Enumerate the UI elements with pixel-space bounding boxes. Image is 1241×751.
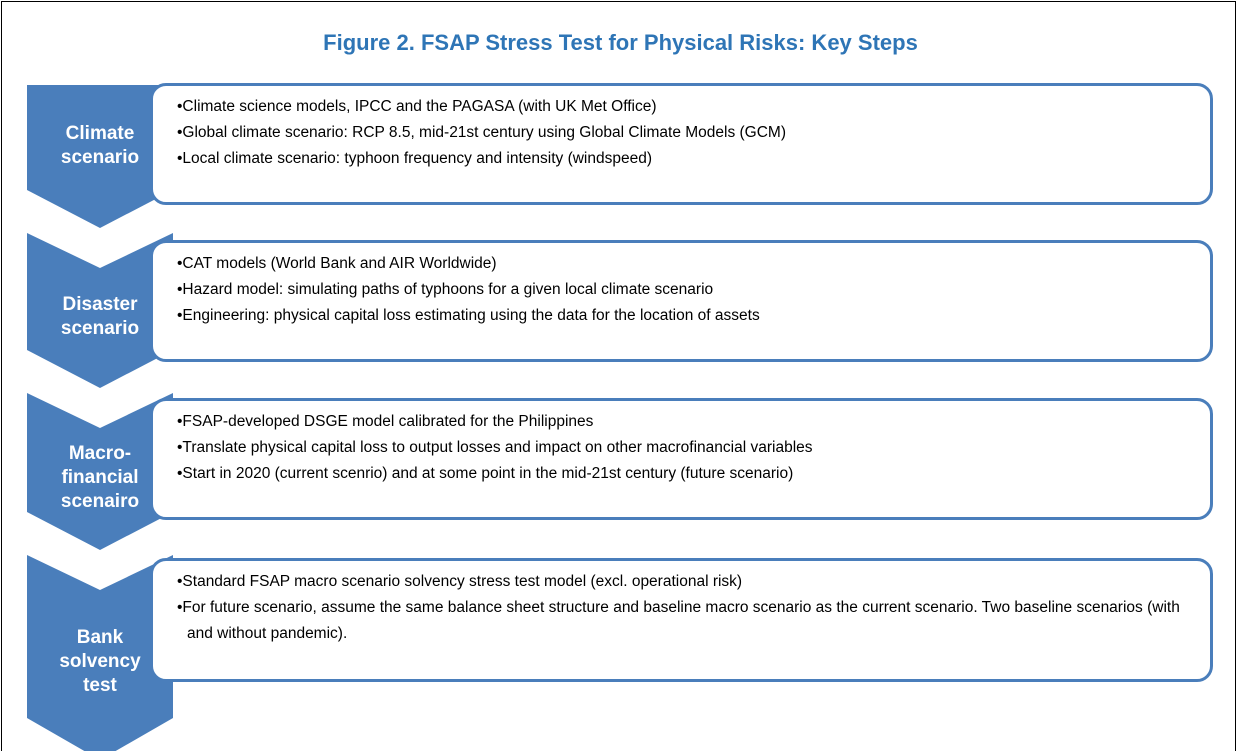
- bullet-text: •Translate physical capital loss to outp…: [177, 439, 813, 456]
- step-label-line: scenairo: [60, 491, 140, 512]
- step-label-line: solvency: [59, 651, 141, 672]
- step-label-line: test: [83, 675, 117, 696]
- step-label-line: scenario: [60, 318, 140, 339]
- step-box: •FSAP-developed DSGE model calibrated fo…: [150, 398, 1213, 520]
- chevron: [27, 233, 173, 388]
- bullet-text: •FSAP-developed DSGE model calibrated fo…: [177, 413, 594, 430]
- step-label-line: Climate: [65, 122, 135, 144]
- step-label: Disaster scenario: [27, 293, 173, 341]
- figure-title: Figure 2. FSAP Stress Test for Physical …: [323, 30, 918, 55]
- bullet-text: •Local climate scenario: typhoon frequen…: [177, 150, 652, 167]
- step-label: Macro-financial scenairo: [27, 442, 173, 514]
- step-label-line: scenario: [60, 146, 140, 168]
- step-box: •Climate science models, IPCC and the PA…: [150, 83, 1213, 205]
- bullet-text: •Start in 2020 (current scenrio) and at …: [177, 465, 794, 482]
- bullet-text: •Engineering: physical capital loss esti…: [177, 307, 760, 324]
- step-box: •CAT models (World Bank and AIR Worldwid…: [150, 240, 1213, 362]
- bullet-text: •Standard FSAP macro scenario solvency s…: [177, 573, 743, 590]
- chevron: [27, 393, 173, 550]
- bullet-text: •Hazard model: simulating paths of typho…: [177, 281, 714, 298]
- step-label-line: Macro-: [68, 443, 132, 464]
- step-label-line: Bank: [76, 627, 124, 648]
- step-label-line: financial: [61, 467, 139, 488]
- chevron: [27, 85, 173, 228]
- step-label-line: Disaster: [62, 294, 138, 315]
- chevron: [27, 555, 173, 751]
- step-label: Bank solvency test: [27, 626, 173, 698]
- bullet-text: •Global climate scenario: RCP 8.5, mid-2…: [177, 124, 787, 141]
- bullet-text: •CAT models (World Bank and AIR Worldwid…: [177, 255, 497, 272]
- step-label: Climate scenario: [27, 122, 173, 170]
- step-box: •Standard FSAP macro scenario solvency s…: [150, 558, 1213, 682]
- bullet-text: •For future scenario, assume the same ba…: [177, 599, 1180, 642]
- bullet-text: •Climate science models, IPCC and the PA…: [177, 98, 657, 115]
